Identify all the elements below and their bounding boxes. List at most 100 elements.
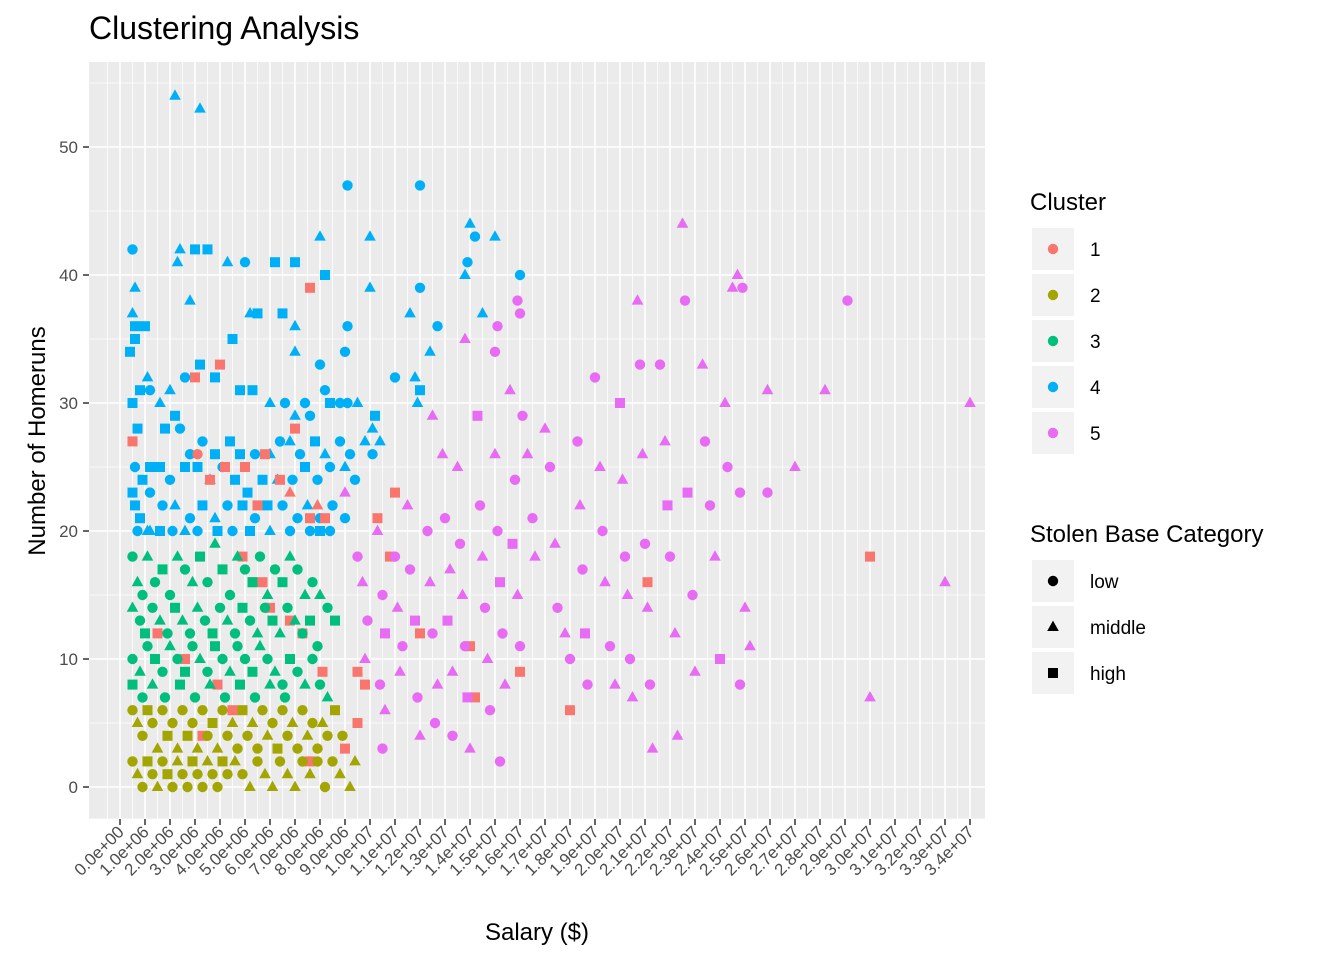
data-point <box>240 462 250 472</box>
data-point <box>464 742 476 753</box>
data-point <box>231 550 244 561</box>
data-point <box>512 295 523 306</box>
data-point <box>212 679 223 690</box>
data-point <box>964 396 976 407</box>
data-point <box>262 653 273 665</box>
data-point <box>155 462 165 472</box>
legend-label: 4 <box>1090 378 1101 399</box>
data-point <box>337 730 348 741</box>
data-point <box>224 589 236 601</box>
data-point <box>549 537 561 548</box>
data-point <box>819 383 831 395</box>
data-point <box>459 641 471 652</box>
data-point <box>642 577 653 588</box>
data-point <box>310 436 320 447</box>
data-point <box>229 755 241 766</box>
data-point <box>492 525 503 537</box>
data-point <box>362 615 373 626</box>
legend-label: 2 <box>1090 286 1101 307</box>
data-point <box>311 499 324 510</box>
x-axis-title: Salary ($) <box>485 919 589 946</box>
data-point <box>409 371 421 382</box>
data-point <box>215 359 225 370</box>
data-point <box>147 769 158 780</box>
data-point <box>572 436 583 447</box>
data-point <box>220 462 230 472</box>
data-point <box>305 615 315 626</box>
data-point <box>476 550 489 561</box>
data-point <box>604 641 616 652</box>
data-point <box>370 410 380 421</box>
data-point <box>267 615 278 626</box>
data-point <box>495 577 505 588</box>
data-point <box>169 499 181 510</box>
data-point <box>207 769 218 780</box>
y-axis-title: Number of Homeruns <box>24 326 51 555</box>
data-point <box>722 461 733 473</box>
data-point <box>429 717 441 729</box>
data-point <box>366 422 379 433</box>
data-point <box>284 486 296 497</box>
data-point <box>285 615 295 626</box>
chart-title: Clustering Analysis <box>89 10 359 46</box>
data-point <box>739 601 751 612</box>
data-point <box>411 396 424 407</box>
data-point <box>292 513 303 524</box>
data-point <box>164 639 176 651</box>
data-point <box>257 474 268 485</box>
data-point <box>451 460 464 471</box>
data-point <box>222 500 233 511</box>
data-point <box>319 447 331 459</box>
data-point <box>636 447 649 459</box>
data-point <box>744 639 756 651</box>
data-point <box>227 334 238 344</box>
data-point <box>170 602 180 613</box>
y-axis: 0 10 20 30 40 50 <box>59 138 89 797</box>
legend-label: low <box>1090 572 1119 593</box>
data-point <box>171 755 184 766</box>
y-tick-label: 10 <box>59 650 78 669</box>
data-point <box>221 255 234 267</box>
data-point <box>641 601 654 612</box>
data-point <box>151 780 164 791</box>
data-point <box>737 282 748 293</box>
data-point <box>285 654 295 664</box>
data-point <box>237 769 248 780</box>
data-point <box>264 396 276 407</box>
data-point <box>319 385 331 396</box>
data-point <box>619 551 631 562</box>
data-point <box>312 474 323 485</box>
data-point <box>509 474 521 485</box>
data-point <box>719 396 731 407</box>
data-point <box>327 756 338 767</box>
data-point <box>190 372 200 383</box>
data-point <box>267 717 278 729</box>
data-point <box>152 628 163 639</box>
data-point <box>307 653 318 665</box>
data-point <box>184 294 196 305</box>
legend-label: high <box>1090 664 1126 685</box>
data-point <box>144 385 156 396</box>
data-point <box>349 474 361 485</box>
data-point <box>157 666 168 677</box>
data-point <box>284 550 296 561</box>
data-point <box>187 641 198 652</box>
data-point <box>364 230 376 241</box>
data-point <box>127 756 138 767</box>
data-point <box>704 500 716 511</box>
data-point <box>177 769 188 780</box>
data-point <box>469 231 481 242</box>
data-point <box>184 628 196 639</box>
data-point <box>207 718 218 728</box>
data-point <box>442 615 453 626</box>
data-point <box>616 473 629 484</box>
data-point <box>239 653 251 665</box>
data-point <box>289 409 301 420</box>
data-point <box>352 551 363 562</box>
data-point <box>167 781 178 793</box>
data-point <box>789 460 801 471</box>
data-point <box>197 705 208 716</box>
legend-title-cluster: Cluster <box>1030 189 1106 216</box>
data-point <box>144 487 156 498</box>
data-point <box>424 345 436 356</box>
